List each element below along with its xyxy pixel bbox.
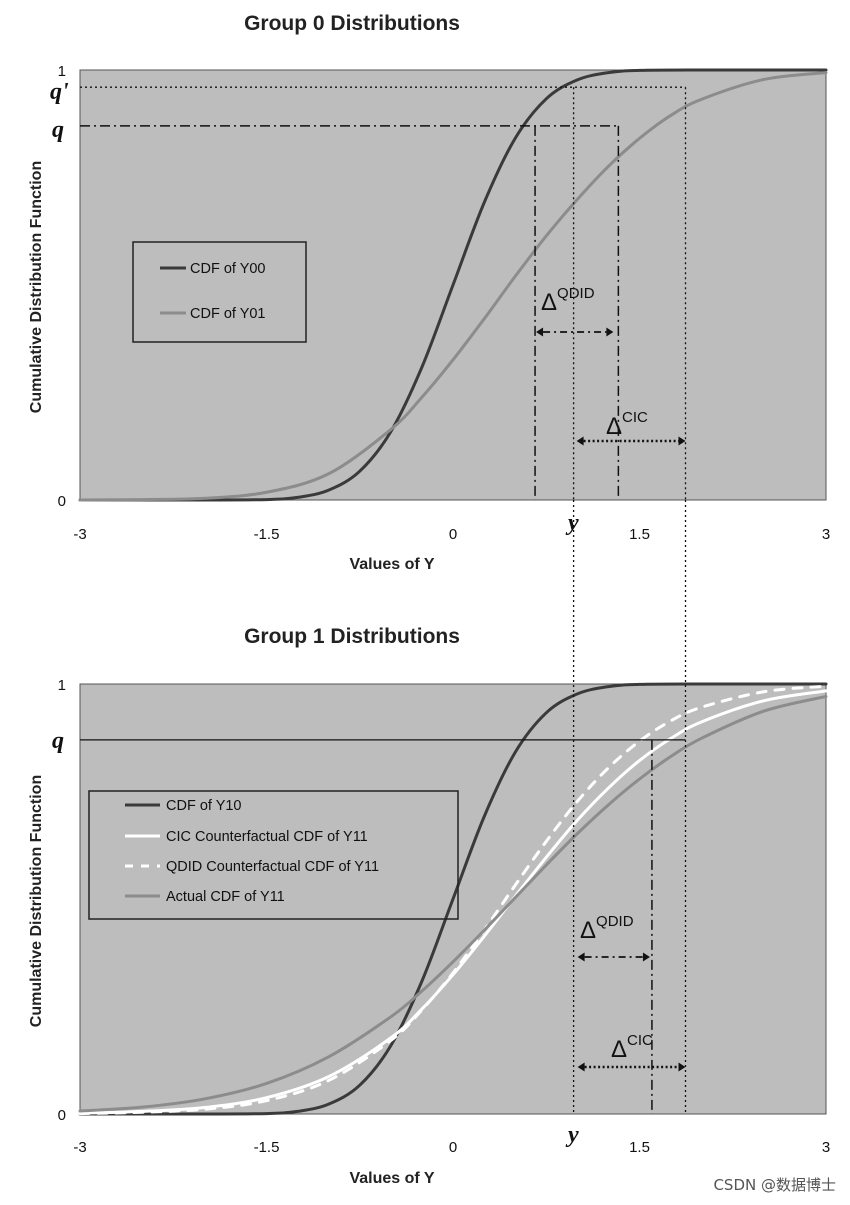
chart-1-xtick: -3 bbox=[73, 1139, 86, 1156]
chart-1-legend-label-y10: CDF of Y10 bbox=[166, 798, 242, 814]
chart-1-series bbox=[78, 682, 828, 1116]
chart-0-xtick: 0 bbox=[449, 526, 457, 543]
chart-0-series-line-1 bbox=[78, 71, 828, 502]
chart-0-q-prime-label: q' bbox=[50, 79, 69, 105]
chart-1-tick-labels: -3 -1.5 0 1.5 3 0 1 bbox=[58, 677, 831, 1156]
chart-0-series-line-0 bbox=[78, 68, 828, 502]
chart-0-legend-box bbox=[132, 241, 307, 343]
chart-0-qdid-arrow-head-left bbox=[536, 327, 544, 337]
chart-1-xlabel: Values of Y bbox=[349, 1170, 434, 1187]
chart-1-legend-label-qdid: QDID Counterfactual CDF of Y11 bbox=[166, 859, 379, 875]
chart-1-legend-label-actual: Actual CDF of Y11 bbox=[166, 889, 285, 905]
delta-symbol: Δ bbox=[580, 917, 596, 944]
chart-1-legend-box bbox=[88, 790, 459, 920]
chart-1-qdid-arrow-head-left bbox=[577, 952, 585, 962]
chart-0-delta-cic-label: ΔCIC bbox=[606, 409, 648, 440]
chart-1-xtick: 1.5 bbox=[629, 1139, 650, 1156]
chart-0-ytick: 1 bbox=[58, 63, 66, 80]
chart-0-cic-arrow-head-right bbox=[678, 436, 686, 446]
chart-1-y-label: y bbox=[565, 1122, 579, 1148]
chart-1-xtick: -1.5 bbox=[254, 1139, 280, 1156]
chart-group-0: Group 0 Distributions -3 -1.5 0 1.5 3 0 … bbox=[28, 12, 830, 573]
delta-superscript-qdid: QDID bbox=[557, 285, 595, 302]
chart-0-xtick: 1.5 bbox=[629, 526, 650, 543]
chart-1-series-line-0 bbox=[78, 682, 828, 1116]
chart-1-qdid-arrow-head-right bbox=[642, 952, 650, 962]
chart-0-legend-label-y01: CDF of Y01 bbox=[190, 306, 266, 322]
chart-0-ylabel: Cumulative Distribution Function bbox=[28, 161, 45, 413]
chart-1-q-label: q bbox=[52, 728, 64, 754]
delta-superscript-cic: CIC bbox=[622, 409, 648, 426]
chart-0-cic-arrow-head-left bbox=[576, 436, 584, 446]
chart-1-guides bbox=[80, 739, 686, 1114]
chart-0-xtick: -3 bbox=[73, 526, 86, 543]
chart-1-ytick: 1 bbox=[58, 677, 66, 694]
chart-0-guides bbox=[80, 86, 687, 500]
chart-1-title: Group 1 Distributions bbox=[244, 625, 460, 648]
chart-1-delta-cic-label: ΔCIC bbox=[611, 1032, 653, 1063]
delta-superscript-cic: CIC bbox=[627, 1032, 653, 1049]
chart-0-delta-qdid-label: ΔQDID bbox=[541, 285, 595, 316]
chart-0-qdid-arrow-head-right bbox=[606, 327, 614, 337]
chart-0-xlabel: Values of Y bbox=[349, 556, 434, 573]
chart-0-y-label: y bbox=[565, 510, 579, 536]
chart-1-legend: CDF of Y10 CIC Counterfactual CDF of Y11… bbox=[88, 790, 459, 920]
chart-1-delta-qdid-label: ΔQDID bbox=[580, 913, 634, 944]
chart-1-cic-arrow-head-right bbox=[678, 1062, 686, 1072]
chart-0-xtick: 3 bbox=[822, 526, 830, 543]
chart-0-tick-labels: -3 -1.5 0 1.5 3 0 1 bbox=[58, 63, 831, 543]
chart-0-legend-label-y00: CDF of Y00 bbox=[190, 261, 266, 277]
chart-0-series bbox=[78, 68, 828, 502]
watermark: CSDN @数据博士 bbox=[713, 1176, 836, 1194]
chart-group-1: Group 1 Distributions -3 -1.5 0 1.5 3 0 … bbox=[28, 625, 830, 1187]
chart-1-cic-arrow-head-left bbox=[577, 1062, 585, 1072]
delta-symbol: Δ bbox=[606, 413, 622, 440]
chart-1-xtick: 3 bbox=[822, 1139, 830, 1156]
delta-symbol: Δ bbox=[541, 289, 557, 316]
chart-0-q-label: q bbox=[52, 117, 64, 143]
chart-1-series-line-2 bbox=[78, 684, 828, 1116]
chart-0-title: Group 0 Distributions bbox=[244, 12, 460, 35]
chart-1-xtick: 0 bbox=[449, 1139, 457, 1156]
chart-1-series-line-3 bbox=[78, 694, 828, 1113]
chart-1-ylabel: Cumulative Distribution Function bbox=[28, 775, 45, 1027]
delta-superscript-qdid: QDID bbox=[596, 913, 634, 930]
chart-1-legend-label-cic: CIC Counterfactual CDF of Y11 bbox=[166, 829, 368, 845]
delta-symbol: Δ bbox=[611, 1036, 627, 1063]
chart-1-ytick: 0 bbox=[58, 1107, 66, 1124]
cross-chart-connectors bbox=[572, 500, 687, 1114]
chart-0-ytick: 0 bbox=[58, 493, 66, 510]
chart-0-xtick: -1.5 bbox=[254, 526, 280, 543]
chart-1-series-line-1 bbox=[78, 689, 828, 1115]
chart-0-legend: CDF of Y00 CDF of Y01 bbox=[132, 241, 307, 343]
